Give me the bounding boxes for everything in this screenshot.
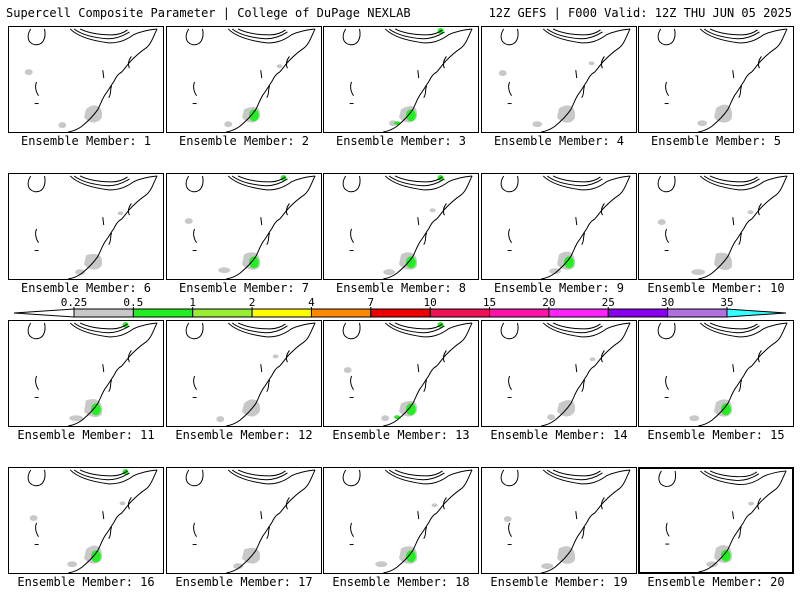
- colorbar-segment: [429, 308, 491, 318]
- ensemble-member-map[interactable]: [481, 26, 637, 133]
- map-canvas: [657, 322, 788, 426]
- ensemble-member-label: Ensemble Member: 14: [490, 428, 628, 442]
- map-canvas: [500, 175, 631, 279]
- ensemble-member-map[interactable]: [323, 173, 479, 280]
- ensemble-member-map[interactable]: [8, 173, 164, 280]
- map-canvas: [342, 174, 473, 279]
- ensemble-member-map[interactable]: [323, 467, 479, 574]
- ensemble-member-label: Ensemble Member: 6: [20, 281, 152, 295]
- colorbar-tick-label: 4: [308, 296, 315, 309]
- ensemble-member-label: Ensemble Member: 10: [647, 281, 785, 295]
- colorbar-left-arrow: [13, 308, 75, 318]
- colorbar-segment: [310, 308, 372, 318]
- ensemble-member-label: Ensemble Member: 1: [20, 134, 152, 148]
- ensemble-member-label: Ensemble Member: 13: [332, 428, 470, 442]
- colorbar-tick-label: 2: [249, 296, 256, 309]
- colorbar-tick-label: 15: [483, 296, 496, 309]
- ensemble-member-map[interactable]: [8, 26, 164, 133]
- colorbar-segment: [251, 308, 312, 318]
- ensemble-member-label: Ensemble Member: 16: [17, 575, 155, 589]
- ensemble-member-label: Ensemble Member: 18: [332, 575, 470, 589]
- ensemble-member-map[interactable]: [166, 320, 322, 427]
- colorbar-tick-label: 0.5: [123, 296, 143, 309]
- ensemble-member-label: Ensemble Member: 5: [650, 134, 782, 148]
- ensemble-member-map[interactable]: [8, 467, 164, 574]
- colorbar-tick-label: 30: [661, 296, 674, 309]
- ensemble-member-label: Ensemble Member: 7: [178, 281, 310, 295]
- map-canvas: [27, 321, 158, 426]
- ensemble-member-map[interactable]: [323, 26, 479, 133]
- color-scale-legend: 0.25 0.5 1 2 4 7 10 15 20 25 30 35: [13, 296, 787, 318]
- map-canvas: [342, 321, 473, 426]
- valid-time: 12Z GEFS | F000 Valid: 12Z THU JUN 05 20…: [488, 6, 792, 20]
- ensemble-member-map[interactable]: [166, 467, 322, 574]
- ensemble-member-label: Ensemble Member: 8: [335, 281, 467, 295]
- map-canvas: [27, 468, 158, 573]
- colorbar-segment: [132, 308, 194, 318]
- colorbar-segment: [489, 308, 550, 318]
- map-canvas: [500, 469, 631, 573]
- map-canvas: [27, 175, 158, 279]
- map-canvas: [658, 470, 787, 572]
- ensemble-member-label: Ensemble Member: 20: [647, 575, 785, 589]
- colorbar-segment: [73, 308, 134, 318]
- map-canvas: [657, 175, 788, 279]
- colorbar-segment: [667, 308, 728, 318]
- colorbar-segment: [607, 308, 669, 318]
- ensemble-member-map[interactable]: [166, 173, 322, 280]
- map-canvas: [24, 28, 158, 132]
- map-canvas: [500, 322, 631, 426]
- ensemble-member-map[interactable]: [638, 173, 794, 280]
- map-canvas: [185, 322, 316, 426]
- ensemble-member-label: Ensemble Member: 2: [178, 134, 310, 148]
- ensemble-member-label: Ensemble Member: 15: [647, 428, 785, 442]
- ensemble-member-map[interactable]: [638, 320, 794, 427]
- colorbar-segment: [370, 308, 431, 318]
- colorbar-tick-label: 7: [368, 296, 375, 309]
- page-title: Supercell Composite Parameter | College …: [6, 6, 411, 20]
- ensemble-member-map[interactable]: [638, 26, 794, 133]
- ensemble-member-map[interactable]: [481, 320, 637, 427]
- ensemble-member-label: Ensemble Member: 4: [493, 134, 625, 148]
- colorbar-right-arrow: [726, 308, 787, 318]
- ensemble-member-map[interactable]: [166, 26, 322, 133]
- colorbar-segment: [548, 308, 609, 318]
- colorbar-tick-label: 35: [720, 296, 733, 309]
- ensemble-member-label: Ensemble Member: 9: [493, 281, 625, 295]
- map-canvas: [657, 28, 788, 132]
- map-canvas: [342, 27, 473, 132]
- ensemble-member-label: Ensemble Member: 3: [335, 134, 467, 148]
- colorbar-tick-label: 25: [602, 296, 615, 309]
- ensemble-member-label: Ensemble Member: 19: [490, 575, 628, 589]
- ensemble-member-map[interactable]: [481, 173, 637, 280]
- map-canvas: [342, 469, 473, 573]
- map-canvas: [184, 174, 316, 279]
- ensemble-member-label: Ensemble Member: 11: [17, 428, 155, 442]
- colorbar-segment: [192, 308, 253, 318]
- ensemble-member-map[interactable]: [481, 467, 637, 574]
- map-canvas: [498, 28, 631, 132]
- ensemble-member-map[interactable]: [323, 320, 479, 427]
- colorbar-tick-label: 20: [542, 296, 555, 309]
- ensemble-member-label: Ensemble Member: 17: [175, 575, 313, 589]
- colorbar-tick-label: 1: [189, 296, 196, 309]
- colorbar-tick-label: 10: [424, 296, 437, 309]
- map-canvas: [185, 28, 316, 132]
- ensemble-member-label: Ensemble Member: 12: [175, 428, 313, 442]
- ensemble-member-map[interactable]: [638, 467, 794, 574]
- colorbar-tick-label: 0.25: [61, 296, 88, 309]
- ensemble-member-map[interactable]: [8, 320, 164, 427]
- map-canvas: [185, 469, 316, 573]
